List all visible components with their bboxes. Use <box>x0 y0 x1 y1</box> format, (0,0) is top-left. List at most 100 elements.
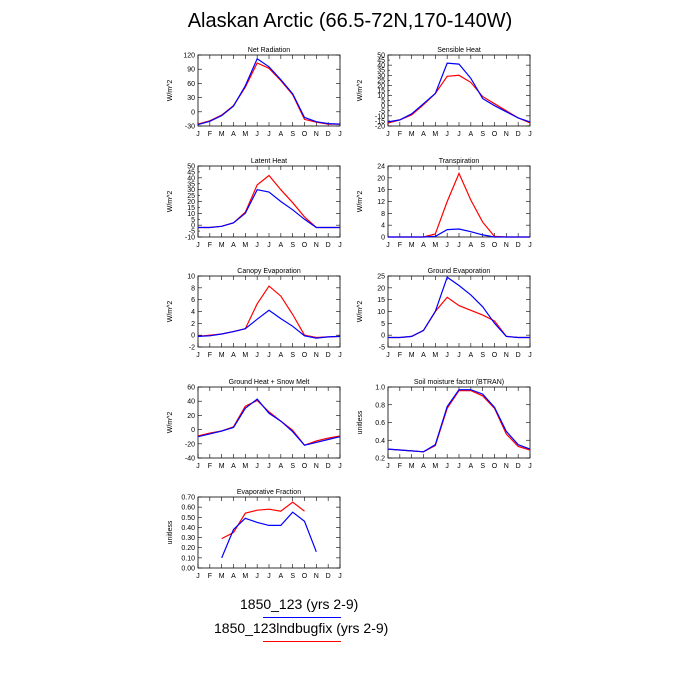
y-tick-label: 0 <box>381 235 385 242</box>
x-tick-label: J <box>255 352 259 359</box>
x-tick-label: D <box>516 131 521 138</box>
y-tick-label: 15 <box>187 205 195 212</box>
x-tick-label: A <box>278 352 283 359</box>
x-tick-label: D <box>516 463 521 470</box>
y-tick-label: 45 <box>377 58 385 65</box>
panel-9: Evaporative Fraction unitless 0.00 0.10 0.20… <box>167 489 342 580</box>
x-tick-label: A <box>278 463 283 470</box>
y-tick-label: 50 <box>187 164 195 171</box>
y-tick-label: 15 <box>377 297 385 304</box>
x-tick-label: F <box>398 463 402 470</box>
series-line-blue <box>387 62 531 123</box>
series-line-red <box>197 399 341 446</box>
x-tick-label: N <box>504 463 509 470</box>
y-tick-label: 120 <box>183 53 195 60</box>
series-line-blue <box>388 228 530 238</box>
x-tick-label: N <box>314 463 319 470</box>
series-line-red <box>388 171 530 238</box>
x-tick-label: M <box>219 242 225 249</box>
y-tick-label: -20 <box>375 124 385 131</box>
x-tick-label: A <box>468 463 473 470</box>
x-tick-label: D <box>326 352 331 359</box>
x-tick-label: J <box>386 131 390 138</box>
y-tick-label: 0.30 <box>181 535 195 542</box>
y-tick-label: -10 <box>185 235 195 242</box>
legend-line-blue <box>263 617 341 618</box>
y-tick-label: -5 <box>189 229 195 236</box>
y-tick-label: 40 <box>187 175 195 182</box>
x-tick-label: A <box>468 352 473 359</box>
x-tick-label: M <box>432 463 438 470</box>
x-tick-label: F <box>208 352 212 359</box>
x-tick-label: J <box>255 573 259 580</box>
figure-title: Alaskan Arctic (66.5-72N,170-140W) <box>187 10 513 32</box>
y-tick-label: 0.40 <box>181 525 195 532</box>
y-tick-label: 40 <box>187 399 195 406</box>
y-tick-label: 15 <box>377 88 385 95</box>
x-tick-label: J <box>457 242 461 249</box>
y-axis-label: W/m^2 <box>357 191 364 213</box>
y-tick-label: 45 <box>187 169 195 176</box>
x-tick-label: J <box>445 131 449 138</box>
series-line-blue <box>197 57 341 126</box>
x-tick-label: D <box>326 131 331 138</box>
y-axis-label: W/m^2 <box>167 80 174 102</box>
y-tick-label: 0.20 <box>181 545 195 552</box>
x-tick-label: J <box>196 242 200 249</box>
x-tick-label: O <box>492 352 498 359</box>
x-tick-label: N <box>314 242 319 249</box>
x-tick-label: J <box>386 242 390 249</box>
series-line-blue <box>221 511 317 559</box>
x-tick-label: M <box>219 131 225 138</box>
x-tick-label: M <box>242 242 248 249</box>
y-tick-label: -5 <box>379 108 385 115</box>
x-tick-label: F <box>398 131 402 138</box>
y-tick-label: 4 <box>191 309 195 316</box>
x-tick-label: O <box>302 463 308 470</box>
x-tick-label: M <box>409 242 415 249</box>
panel-title: Evaporative Fraction <box>237 489 301 496</box>
y-tick-label: 16 <box>377 187 385 194</box>
x-tick-label: J <box>338 573 342 580</box>
y-tick-label: 8 <box>191 285 195 292</box>
y-tick-label: 8 <box>381 211 385 218</box>
plot-frame <box>387 386 531 459</box>
y-tick-label: -10 <box>375 113 385 120</box>
y-tick-label: 6 <box>191 297 195 304</box>
x-tick-label: D <box>516 242 521 249</box>
x-tick-label: J <box>338 463 342 470</box>
y-axis-label: W/m^2 <box>357 301 364 323</box>
x-tick-label: A <box>421 242 426 249</box>
y-tick-label: -20 <box>185 441 195 448</box>
x-tick-label: J <box>196 463 200 470</box>
series-line-blue <box>198 189 340 229</box>
x-tick-label: A <box>421 463 426 470</box>
series-line-blue <box>197 398 341 446</box>
x-tick-label: S <box>480 352 485 359</box>
series-line-blue <box>388 276 530 339</box>
series-line-blue <box>197 309 341 339</box>
y-axis-label: W/m^2 <box>167 191 174 213</box>
panel-2: Sensible Heat W/m^2 -20 -10 0 10 20 30 40 50 -15 -5… <box>357 47 532 138</box>
x-tick-label: S <box>480 131 485 138</box>
y-tick-label: 0.4 <box>375 438 385 445</box>
y-tick-label: 25 <box>187 193 195 200</box>
panel-title: Ground Heat + Snow Melt <box>229 379 310 386</box>
x-tick-label: S <box>480 463 485 470</box>
x-tick-label: J <box>457 463 461 470</box>
panel-title: Net Radiation <box>248 47 291 54</box>
x-tick-label: M <box>242 352 248 359</box>
x-tick-label: F <box>208 463 212 470</box>
x-tick-label: M <box>432 242 438 249</box>
y-tick-label: 0 <box>191 333 195 340</box>
x-tick-label: D <box>516 352 521 359</box>
x-tick-label: M <box>432 352 438 359</box>
y-tick-label: 60 <box>187 385 195 392</box>
x-tick-label: N <box>504 242 509 249</box>
x-tick-label: J <box>196 352 200 359</box>
x-tick-label: M <box>242 463 248 470</box>
y-tick-label: 20 <box>377 285 385 292</box>
x-tick-label: N <box>504 352 509 359</box>
